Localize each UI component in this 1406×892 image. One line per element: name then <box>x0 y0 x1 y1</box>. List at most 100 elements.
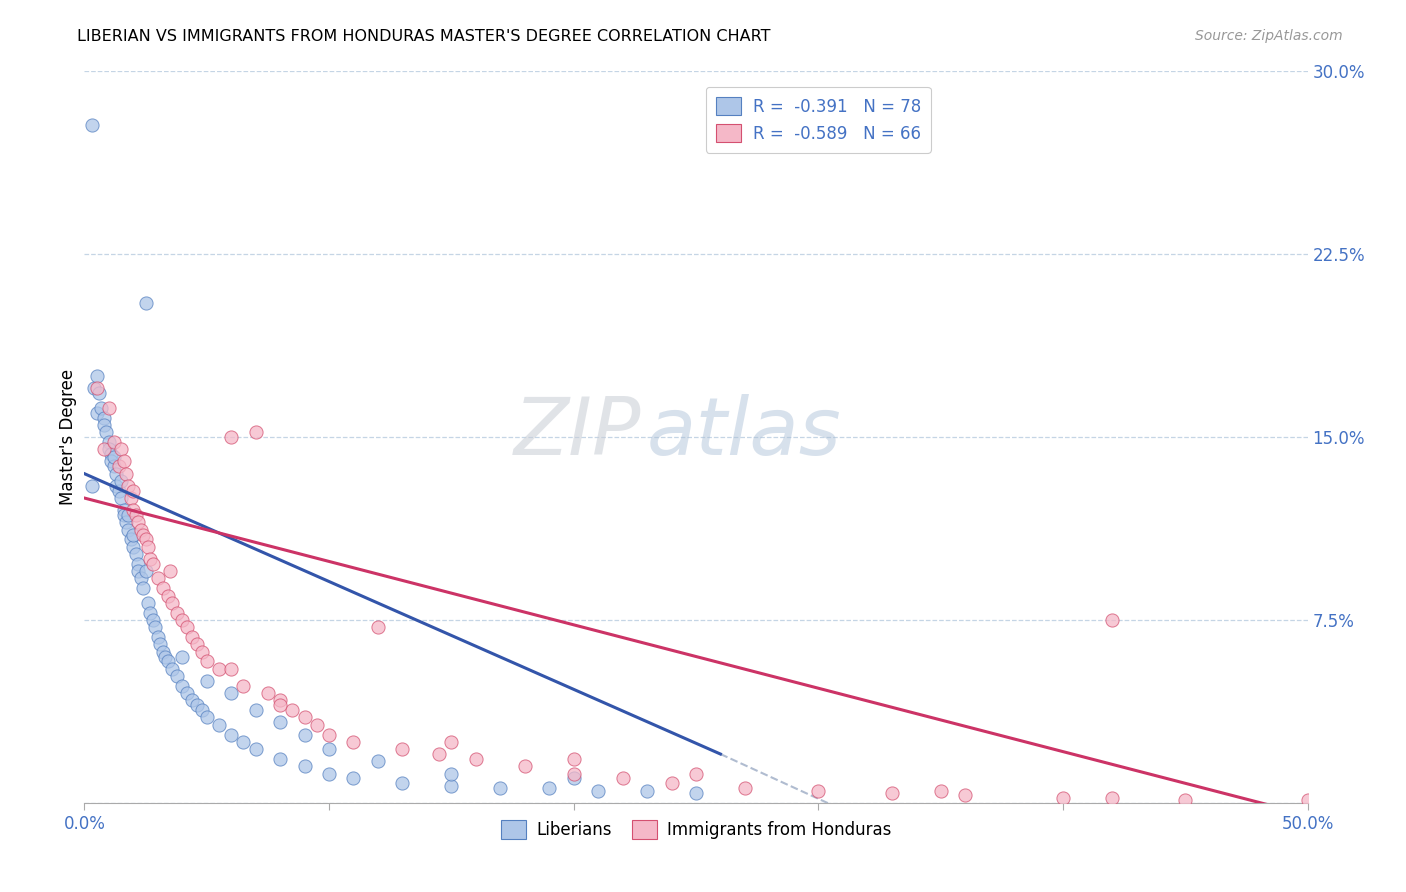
Point <box>129 572 152 586</box>
Point <box>135 533 157 547</box>
Point <box>107 459 129 474</box>
Point <box>661 776 683 790</box>
Point <box>269 715 291 730</box>
Point <box>636 783 658 797</box>
Point <box>100 454 122 468</box>
Point <box>120 491 142 505</box>
Point <box>342 735 364 749</box>
Point <box>232 735 254 749</box>
Legend: Liberians, Immigrants from Honduras: Liberians, Immigrants from Honduras <box>495 814 897 846</box>
Point <box>162 662 184 676</box>
Point <box>122 527 145 541</box>
Point <box>953 789 976 803</box>
Point <box>125 508 148 522</box>
Point <box>87 386 110 401</box>
Point <box>562 752 585 766</box>
Point <box>1101 613 1123 627</box>
Point <box>186 698 208 713</box>
Point <box>191 703 214 717</box>
Point <box>117 479 139 493</box>
Point <box>440 735 463 749</box>
Point <box>342 772 364 786</box>
Point <box>195 673 218 688</box>
Point <box>122 503 145 517</box>
Point <box>176 686 198 700</box>
Point <box>427 747 450 761</box>
Point <box>110 442 132 457</box>
Point <box>146 572 169 586</box>
Point <box>305 718 328 732</box>
Point <box>1052 791 1074 805</box>
Point <box>115 516 138 530</box>
Point <box>257 686 280 700</box>
Point <box>90 401 112 415</box>
Point <box>195 654 218 668</box>
Text: Source: ZipAtlas.com: Source: ZipAtlas.com <box>1195 29 1343 43</box>
Point <box>127 564 149 578</box>
Point <box>86 369 108 384</box>
Point <box>136 596 159 610</box>
Point <box>208 718 231 732</box>
Point <box>156 589 179 603</box>
Point <box>80 118 103 132</box>
Point <box>219 430 242 444</box>
Point <box>136 540 159 554</box>
Point <box>176 620 198 634</box>
Point <box>391 776 413 790</box>
Point <box>110 474 132 488</box>
Point <box>318 727 340 741</box>
Point <box>166 606 188 620</box>
Point <box>318 766 340 780</box>
Point <box>97 442 120 457</box>
Point <box>232 679 254 693</box>
Point <box>181 630 204 644</box>
Point <box>294 759 316 773</box>
Point <box>880 786 903 800</box>
Point <box>195 710 218 724</box>
Point <box>112 503 135 517</box>
Point <box>172 649 194 664</box>
Point <box>172 679 194 693</box>
Point <box>391 742 413 756</box>
Point <box>97 434 120 449</box>
Point <box>1174 793 1197 807</box>
Point <box>245 742 267 756</box>
Point <box>269 693 291 707</box>
Point <box>156 654 179 668</box>
Point <box>367 755 389 769</box>
Text: LIBERIAN VS IMMIGRANTS FROM HONDURAS MASTER'S DEGREE CORRELATION CHART: LIBERIAN VS IMMIGRANTS FROM HONDURAS MAS… <box>77 29 770 44</box>
Point <box>93 442 115 457</box>
Point <box>120 533 142 547</box>
Point <box>149 637 172 651</box>
Point <box>103 434 125 449</box>
Text: atlas: atlas <box>647 394 842 473</box>
Point <box>142 557 165 571</box>
Y-axis label: Master's Degree: Master's Degree <box>59 369 77 505</box>
Point <box>219 662 242 676</box>
Point <box>103 459 125 474</box>
Point <box>146 630 169 644</box>
Point <box>132 581 155 595</box>
Point <box>318 742 340 756</box>
Point <box>489 781 512 796</box>
Point <box>166 669 188 683</box>
Point <box>110 491 132 505</box>
Point <box>181 693 204 707</box>
Point <box>107 483 129 498</box>
Point <box>162 596 184 610</box>
Text: ZIP: ZIP <box>513 394 641 473</box>
Point <box>538 781 561 796</box>
Point <box>513 759 536 773</box>
Point <box>245 425 267 440</box>
Point <box>281 703 304 717</box>
Point <box>112 508 135 522</box>
Point <box>105 479 128 493</box>
Point <box>122 540 145 554</box>
Point <box>172 613 194 627</box>
Point <box>80 479 103 493</box>
Point <box>105 467 128 481</box>
Point <box>93 410 115 425</box>
Point <box>586 783 609 797</box>
Point <box>100 447 122 461</box>
Point <box>612 772 634 786</box>
